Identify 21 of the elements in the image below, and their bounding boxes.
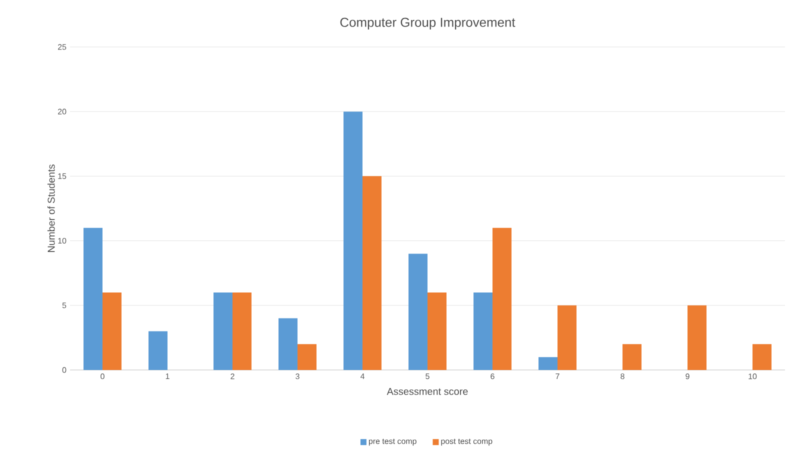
bar [148,331,168,370]
chart-title: Computer Group Improvement [340,18,516,30]
bar [214,292,233,370]
bar [622,344,642,370]
bar [688,305,707,370]
x-axis-title: Assessment score [386,388,468,395]
bar [408,254,428,370]
bar [102,292,122,370]
bar [362,176,382,370]
bar [538,357,558,370]
bar [344,112,363,370]
bar [474,292,493,370]
bar [298,344,317,370]
bar [752,344,772,370]
bar [232,292,252,370]
bar [558,305,577,370]
bar [84,228,103,370]
bar [428,292,447,370]
bar [492,228,512,370]
y-axis-title: Number of Students [47,164,55,252]
bar [278,318,298,370]
